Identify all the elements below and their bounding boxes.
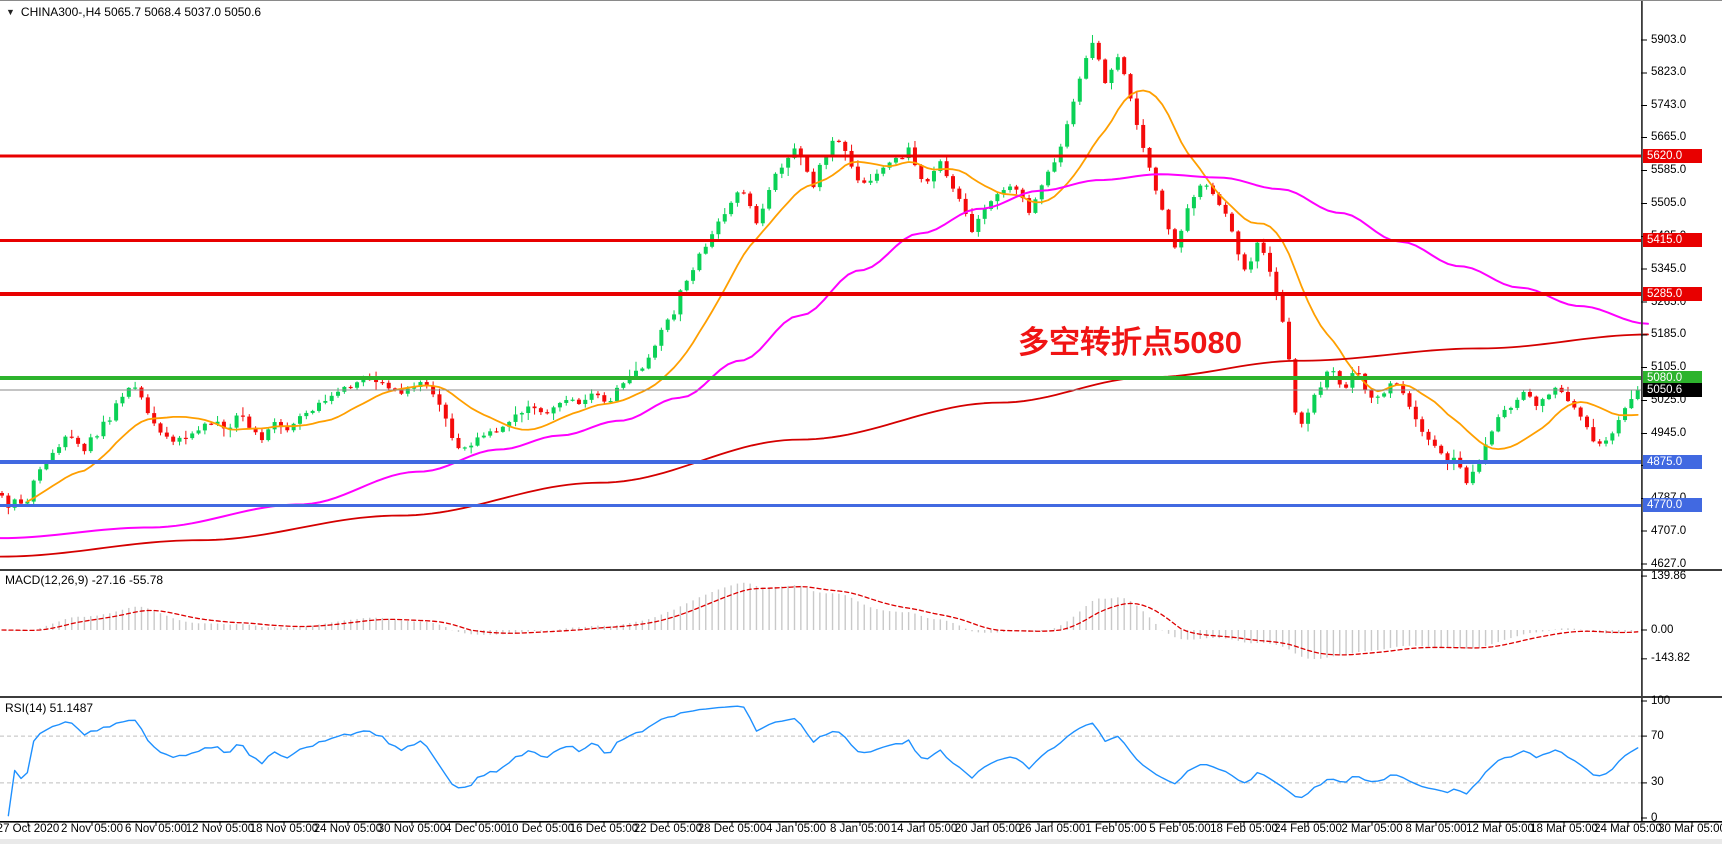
time-axis-tick-label: 2 Nov 05:00 xyxy=(60,823,124,835)
price-axis-tick-label: 4945.0 xyxy=(1651,426,1687,439)
price-level-tag: 5080.0 xyxy=(1643,370,1702,385)
price-axis-tick-label: 5105.0 xyxy=(1651,361,1687,374)
ma-mid-line xyxy=(0,173,1649,540)
price-axis-tick-label: 5025.0 xyxy=(1651,394,1687,407)
price-axis-tick-label: 4627.0 xyxy=(1651,557,1687,570)
symbol-dropdown-icon[interactable]: ▼ xyxy=(6,7,15,17)
macd-histogram xyxy=(7,582,1639,660)
price-level-tag: 5620.0 xyxy=(1643,149,1702,164)
rsi-line xyxy=(7,705,1639,817)
price-level-tag: 4770.0 xyxy=(1643,498,1702,513)
macd-axis-tick-label: -143.82 xyxy=(1651,652,1691,665)
price-level-tag: 5415.0 xyxy=(1643,233,1702,248)
time-axis-tick-label: 27 Oct 2020 xyxy=(0,823,60,835)
macd-signal-line xyxy=(1,586,1639,656)
time-axis-tick-label: 30 Mar 05:00 xyxy=(1658,823,1722,835)
price-axis-line xyxy=(1641,1,1643,821)
time-axis-tick-label: 16 Dec 05:00 xyxy=(569,823,639,835)
current-price-tag: 5050.6 xyxy=(1643,383,1702,398)
time-axis-tick-label: 28 Dec 05:00 xyxy=(697,823,767,835)
price-level-tag: 5285.0 xyxy=(1643,286,1702,301)
time-axis-tick-label: 8 Jan 05:00 xyxy=(829,823,891,835)
time-axis-tick-label: 24 Feb 05:00 xyxy=(1274,823,1342,835)
price-axis-tick-label: 5185.0 xyxy=(1651,328,1687,341)
rsi-axis-tick-label: 100 xyxy=(1651,694,1671,707)
price-axis-tick-label: 5345.0 xyxy=(1651,262,1687,275)
candles-group xyxy=(0,34,1640,515)
chart-annotation-text: 多空转折点5080 xyxy=(1018,325,1242,360)
price-axis-tick-label: 5903.0 xyxy=(1651,33,1687,46)
time-axis-tick-label: 18 Nov 05:00 xyxy=(249,823,319,835)
symbol-header: ▼ CHINA300-,H4 5065.7 5068.4 5037.0 5050.… xyxy=(6,5,261,19)
ma-slow-line xyxy=(0,333,1649,558)
time-axis-tick-label: 18 Feb 05:00 xyxy=(1210,823,1278,835)
symbol-ohlc-text: CHINA300-,H4 5065.7 5068.4 5037.0 5050.6 xyxy=(20,5,262,19)
time-axis-tick-label: 20 Jan 05:00 xyxy=(954,823,1022,835)
price-axis-tick-label: 5505.0 xyxy=(1651,196,1687,209)
price-level-tag: 4875.0 xyxy=(1643,455,1702,470)
time-axis-tick-label: 30 Nov 05:00 xyxy=(377,823,447,835)
price-axis-tick-label: 5823.0 xyxy=(1651,66,1687,79)
price-axis-tick-label: 4707.0 xyxy=(1651,524,1687,537)
rsi-indicator-label: RSI(14) 51.1487 xyxy=(5,701,94,715)
time-axis-tick-label: 1 Feb 05:00 xyxy=(1085,823,1147,835)
time-axis-tick-label: 24 Nov 05:00 xyxy=(313,823,383,835)
time-axis-tick-label: 10 Dec 05:00 xyxy=(505,823,575,835)
price-axis-tick-label: 5665.0 xyxy=(1651,131,1687,144)
price-axis-tick-label: 5743.0 xyxy=(1651,99,1687,112)
rsi-axis-tick-label: 0 xyxy=(1651,811,1658,824)
time-axis-tick-label: 22 Dec 05:00 xyxy=(633,823,703,835)
time-axis-tick-label: 14 Jan 05:00 xyxy=(890,823,958,835)
time-axis-line xyxy=(0,821,1722,823)
time-axis-tick-label: 12 Mar 05:00 xyxy=(1466,823,1534,835)
horizontal-levels-group xyxy=(0,154,1641,507)
price-axis-tick-label: 5585.0 xyxy=(1651,164,1687,177)
time-axis-tick-label: 26 Jan 05:00 xyxy=(1018,823,1086,835)
panel-divider-macd xyxy=(0,569,1722,571)
time-axis-tick-label: 4 Jan 05:00 xyxy=(765,823,827,835)
time-axis-tick-label: 8 Mar 05:00 xyxy=(1405,823,1467,835)
macd-axis-tick-label: 139.86 xyxy=(1651,569,1687,582)
macd-indicator-label: MACD(12,26,9) -27.16 -55.78 xyxy=(5,573,164,587)
time-axis-tick-label: 12 Nov 05:00 xyxy=(185,823,255,835)
time-axis-tick-label: 5 Feb 05:00 xyxy=(1149,823,1211,835)
panel-divider-rsi xyxy=(0,696,1722,698)
time-axis-tick-label: 24 Mar 05:00 xyxy=(1594,823,1662,835)
time-axis-tick-label: 2 Mar 05:00 xyxy=(1341,823,1403,835)
time-axis-tick-label: 6 Nov 05:00 xyxy=(124,823,188,835)
bottom-strip xyxy=(0,839,1722,844)
time-axis-tick-label: 4 Dec 05:00 xyxy=(444,823,508,835)
rsi-axis-tick-label: 70 xyxy=(1651,729,1664,742)
rsi-axis-tick-label: 30 xyxy=(1651,776,1664,789)
time-axis-tick-label: 18 Mar 05:00 xyxy=(1530,823,1598,835)
ma-fast-line xyxy=(26,89,1639,503)
macd-axis-tick-label: 0.00 xyxy=(1651,623,1674,636)
